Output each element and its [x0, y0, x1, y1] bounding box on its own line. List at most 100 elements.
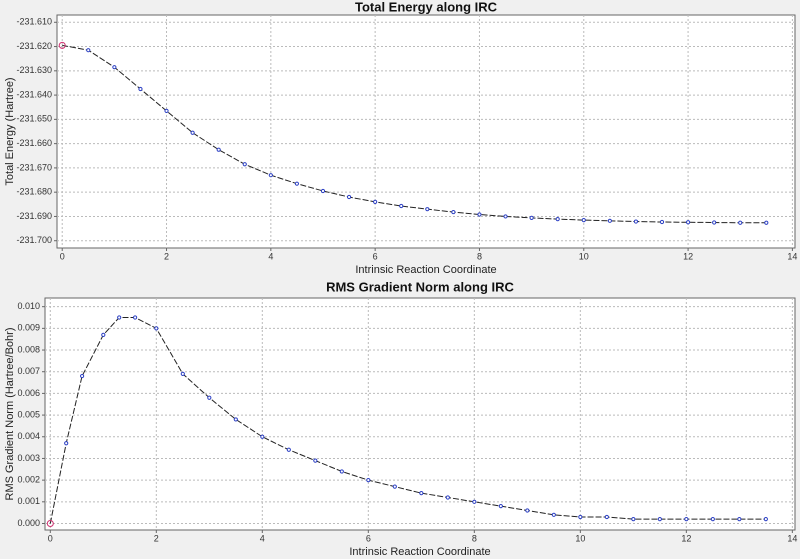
data-point: [604, 514, 609, 520]
x-tick-label: 10: [579, 251, 589, 261]
data-line: [62, 44, 767, 224]
data-point: [445, 495, 450, 500]
data-point: [498, 504, 503, 509]
data-point: [764, 220, 769, 225]
data-point: [578, 514, 583, 520]
data-point: [685, 220, 691, 225]
x-tick-label: 8: [472, 533, 477, 543]
x-tick-label: 2: [154, 533, 159, 543]
data-point: [712, 220, 717, 225]
y-tick-label: 0.010: [17, 301, 40, 311]
data-point: [738, 220, 743, 225]
y-tick-label: -231.620: [16, 41, 52, 51]
y-axis-label: RMS Gradient Norm (Hartree/Bohr): [4, 328, 16, 501]
data-point: [425, 207, 430, 212]
data-point: [190, 130, 195, 135]
data-point: [339, 469, 344, 474]
y-tick-label: -231.610: [16, 17, 52, 27]
x-tick-label: 10: [575, 533, 585, 543]
data-point: [101, 332, 106, 337]
y-tick-label: -231.680: [16, 187, 52, 197]
data-point: [366, 478, 371, 483]
data-point: [133, 315, 138, 320]
data-point: [503, 214, 508, 219]
x-axis-label: Intrinsic Reaction Coordinate: [349, 546, 490, 558]
data-point: [233, 417, 238, 422]
x-tick-label: 0: [60, 251, 65, 261]
x-tick-label: 4: [260, 533, 265, 543]
chart-title: Total Energy along IRC: [355, 0, 498, 14]
y-tick-label: -231.700: [16, 235, 52, 245]
x-tick-label: 4: [268, 251, 273, 261]
data-point: [86, 48, 91, 53]
data-point: [216, 147, 221, 152]
y-tick-label: 0.008: [17, 344, 40, 354]
data-line: [49, 317, 766, 524]
x-tick-label: 0: [48, 533, 53, 543]
data-point: [477, 212, 482, 217]
x-tick-label: 12: [683, 251, 693, 261]
data-point: [46, 519, 54, 527]
y-tick-label: 0.007: [17, 366, 40, 376]
y-tick-label: 0.009: [17, 323, 40, 333]
y-tick-label: 0.001: [17, 496, 40, 506]
data-point: [112, 65, 117, 70]
data-point: [472, 499, 477, 504]
data-point: [286, 447, 291, 452]
data-point: [242, 162, 247, 167]
x-tick-label: 2: [164, 251, 169, 261]
y-tick-label: -231.660: [16, 138, 52, 148]
data-point: [268, 173, 273, 178]
data-point: [260, 434, 265, 439]
data-point: [763, 517, 768, 522]
data-point: [180, 371, 185, 376]
data-point: [451, 209, 456, 215]
y-tick-label: 0.003: [17, 453, 40, 463]
chart-title: RMS Gradient Norm along IRC: [326, 279, 514, 294]
y-tick-label: -231.670: [16, 162, 52, 172]
data-point: [313, 458, 318, 463]
y-tick-label: 0.004: [17, 431, 40, 441]
y-tick-label: 0.002: [17, 475, 40, 485]
plot-area: [44, 297, 796, 531]
data-point: [419, 491, 424, 496]
data-point: [80, 373, 85, 379]
data-point: [320, 188, 326, 194]
y-tick-label: 0.000: [17, 518, 40, 528]
data-point: [164, 108, 169, 113]
plot-area: [56, 14, 796, 249]
x-tick-label: 12: [681, 533, 691, 543]
data-point: [346, 194, 352, 200]
data-point: [373, 199, 378, 204]
y-tick-label: 0.006: [17, 388, 40, 398]
x-tick-label: 14: [787, 533, 797, 543]
data-point: [633, 219, 639, 224]
data-point: [555, 217, 560, 222]
data-point: [710, 517, 715, 522]
y-tick-label: -231.630: [16, 65, 52, 75]
data-point: [551, 512, 556, 517]
data-point: [581, 217, 586, 223]
y-tick-label: -231.650: [16, 114, 52, 124]
x-tick-label: 8: [477, 251, 482, 261]
data-point: [684, 517, 689, 522]
data-point: [138, 86, 143, 92]
data-point: [659, 219, 665, 225]
data-point: [737, 517, 742, 522]
y-tick-label: 0.005: [17, 409, 40, 419]
x-tick-label: 6: [373, 251, 378, 261]
data-point: [58, 41, 66, 49]
data-point: [117, 315, 122, 320]
x-axis-label: Intrinsic Reaction Coordinate: [355, 264, 496, 276]
data-point: [607, 218, 612, 223]
data-point: [657, 517, 662, 522]
data-point: [392, 484, 397, 489]
data-point: [631, 517, 636, 522]
data-point: [529, 215, 534, 221]
data-point: [399, 203, 404, 209]
y-tick-label: -231.640: [16, 89, 52, 99]
data-point: [154, 326, 159, 331]
x-tick-label: 14: [787, 251, 797, 261]
y-axis-label: Total Energy (Hartree): [4, 77, 16, 185]
